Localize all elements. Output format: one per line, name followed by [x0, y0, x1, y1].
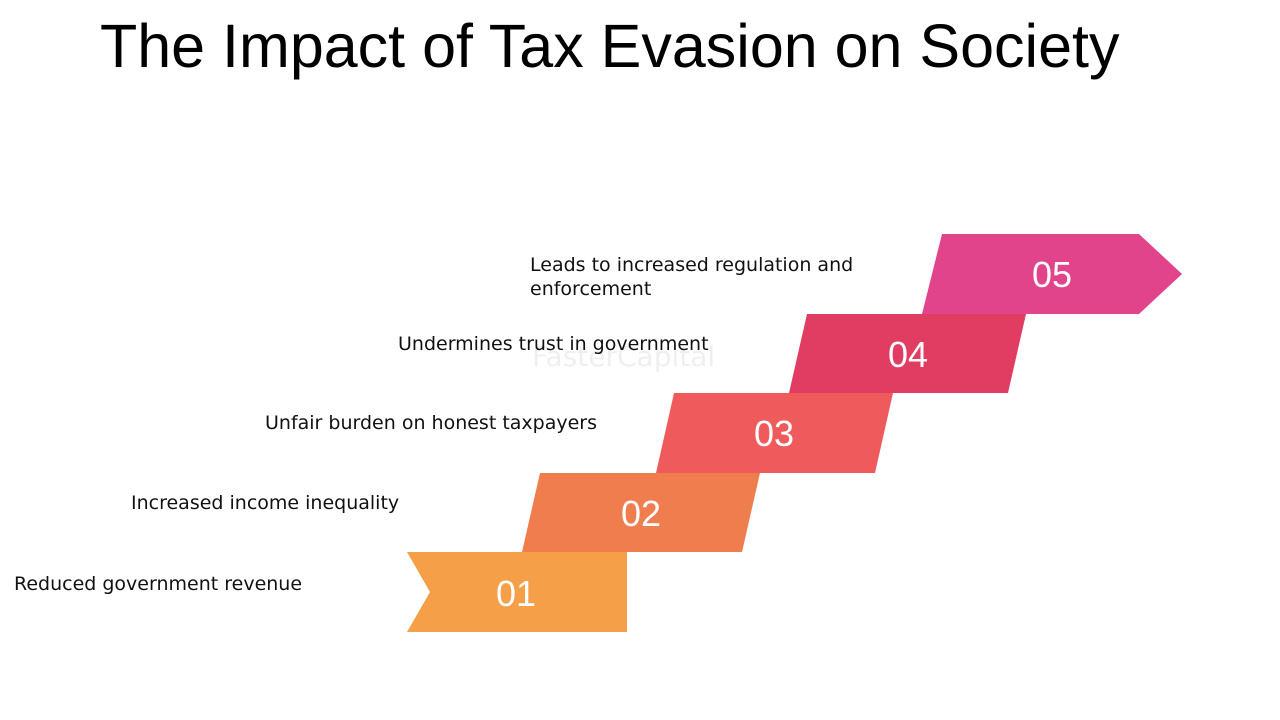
step-03: 03 [656, 393, 893, 473]
step-05: 05 [922, 234, 1182, 314]
step-03-shape [656, 393, 893, 473]
step-04-number: 04 [888, 334, 928, 375]
step-02-label: Increased income inequality [131, 492, 400, 514]
step-02-shape [522, 473, 760, 552]
step-02-number: 02 [621, 493, 661, 534]
step-05-label: Leads to increased regulation and enforc… [530, 254, 854, 300]
step-04-shape [789, 314, 1026, 393]
watermark-logo: FasterCapital [532, 340, 716, 373]
step-01-shape [407, 552, 627, 632]
step-01: 01 [407, 552, 627, 632]
step-01-label: Reduced government revenue [14, 573, 303, 595]
step-04: 04 [789, 314, 1026, 393]
step-04-label: Undermines trust in government [398, 333, 709, 355]
step-03-number: 03 [754, 413, 794, 454]
step-01-number: 01 [496, 573, 536, 614]
step-05-number: 05 [1032, 254, 1072, 295]
step-02: 02 [522, 473, 760, 552]
page-title: The Impact of Tax Evasion on Society [100, 12, 1120, 80]
step-03-label: Unfair burden on honest taxpayers [265, 412, 597, 434]
step-05-shape [922, 234, 1182, 314]
